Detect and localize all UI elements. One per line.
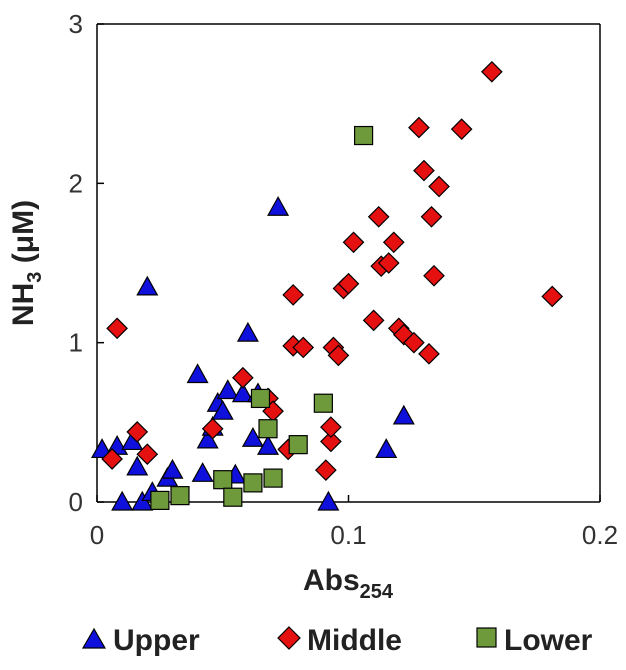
data-point-upper: [186, 363, 209, 384]
data-point-upper: [126, 455, 149, 476]
data-point-middle: [342, 231, 365, 254]
axis-ticks: 0 0.1 0.2 0 1 2 3: [69, 9, 619, 550]
data-point-middle: [136, 443, 159, 466]
data-point-upper: [375, 438, 398, 459]
data-point-middle: [126, 421, 149, 443]
data-point-middle: [362, 309, 385, 332]
data-point-upper: [236, 321, 259, 342]
legend-marker-middle: [277, 626, 301, 650]
legend: Upper Middle Lower: [81, 624, 593, 657]
data-point-upper: [216, 379, 239, 400]
data-point-upper: [392, 404, 415, 425]
data-point-upper: [231, 382, 254, 403]
data-point-middle: [320, 430, 342, 453]
data-point-upper: [161, 458, 184, 479]
data-point-middle: [101, 448, 123, 470]
x-axis-label: Abs254: [303, 564, 394, 603]
data-point-upper: [267, 195, 290, 216]
y-axis-label: NH3 (μM): [7, 200, 46, 326]
data-point-middle: [106, 317, 128, 340]
data-point-middle: [292, 336, 315, 359]
legend-item-upper: Upper: [81, 624, 200, 657]
data-point-middle: [315, 459, 337, 481]
data-point-lower: [243, 473, 263, 493]
legend-marker-lower: [476, 627, 497, 648]
data-point-upper: [91, 438, 114, 459]
data-point-middle: [481, 60, 503, 83]
data-point-lower: [213, 470, 233, 490]
data-point-upper: [191, 462, 214, 482]
data-points: [91, 60, 564, 511]
y-tick-label: 1: [69, 328, 83, 358]
data-point-upper: [317, 490, 340, 511]
legend-item-middle: Middle: [277, 624, 402, 657]
y-tick-label: 3: [69, 9, 83, 39]
data-point-lower: [258, 419, 278, 439]
data-point-middle: [377, 252, 400, 274]
data-point-middle: [541, 285, 564, 308]
data-point-middle: [232, 366, 254, 389]
data-point-lower: [170, 486, 190, 506]
data-point-middle: [403, 331, 425, 354]
data-point-middle: [367, 205, 390, 228]
data-point-middle: [428, 175, 450, 198]
data-point-middle: [450, 118, 473, 141]
series-lower: [150, 125, 374, 511]
data-point-middle: [337, 272, 360, 295]
legend-item-lower: Lower: [476, 624, 593, 657]
data-point-middle: [418, 342, 440, 365]
data-point-middle: [320, 416, 342, 438]
data-point-lower: [223, 487, 243, 507]
data-point-upper: [257, 434, 280, 455]
data-point-middle: [382, 231, 405, 254]
data-point-lower: [288, 435, 308, 455]
x-tick-label: 0: [90, 520, 104, 550]
data-point-lower: [150, 490, 170, 511]
data-point-upper: [111, 490, 134, 511]
data-point-middle: [408, 116, 430, 139]
data-point-lower: [250, 388, 271, 409]
data-point-upper: [136, 275, 159, 296]
y-tick-label: 2: [69, 168, 83, 198]
legend-label-middle: Middle: [307, 624, 402, 657]
data-point-lower: [263, 468, 283, 488]
data-point-middle: [413, 159, 435, 182]
data-point-upper: [241, 427, 264, 447]
data-point-middle: [282, 284, 305, 306]
plot-area: [97, 24, 600, 502]
legend-label-lower: Lower: [504, 624, 593, 657]
legend-label-upper: Upper: [113, 624, 200, 657]
x-tick-label: 0.2: [582, 520, 618, 550]
x-tick-label: 0.1: [330, 520, 366, 550]
y-tick-label: 0: [69, 487, 83, 517]
series-middle: [101, 60, 564, 481]
legend-marker-upper: [81, 627, 107, 649]
data-point-lower: [353, 125, 374, 146]
data-point-middle: [423, 264, 445, 287]
data-point-middle: [327, 344, 350, 367]
data-point-upper: [211, 399, 234, 420]
data-point-lower: [313, 393, 333, 413]
data-point-middle: [201, 417, 224, 440]
data-point-middle: [420, 205, 443, 228]
